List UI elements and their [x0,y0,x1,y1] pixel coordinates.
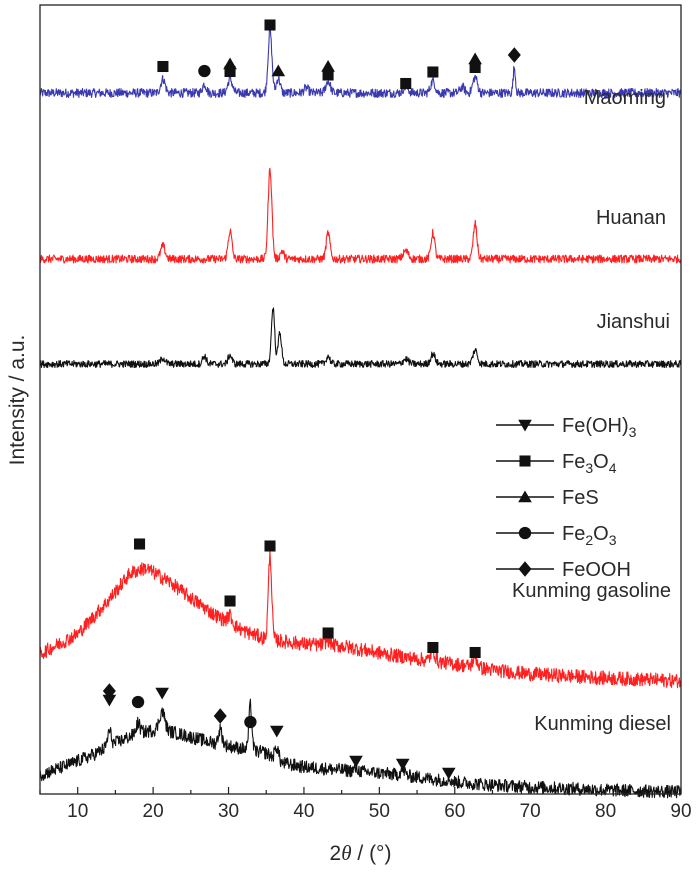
square-marker [427,641,439,654]
triangle-down-marker [395,758,410,771]
triangle-down-marker [518,419,532,432]
triangle-up-marker [468,52,482,65]
x-tick-label: 50 [369,801,390,822]
series-labels-group: Maoming Huanan Jianshui Kunming gasoline Kun… [512,87,671,735]
trace-huanan [39,167,682,264]
square-marker [519,455,531,467]
square-marker [427,66,439,78]
x-label-post: / (°) [352,842,392,865]
x-label-pre: 2 [330,842,342,865]
square-marker [469,646,481,659]
x-tick-label: 20 [143,801,164,822]
square-marker [264,540,276,552]
triangle-down-marker [155,687,169,700]
circle-marker [244,715,257,729]
legend-label: Fe(OH)3 [562,415,637,440]
square-marker [322,627,334,639]
diamond-marker [213,708,227,724]
x-tick-label: 10 [67,801,88,822]
series-label: Kunming gasoline [512,580,671,602]
diamond-marker [507,47,521,63]
legend-label: FeS [562,487,599,509]
legend-entry: Fe2O3 [496,523,617,548]
trace-kunming-gasoline [39,549,682,689]
legend-entry: Fe(OH)3 [496,415,637,440]
triangle-up-marker [321,60,335,72]
x-axis-label: 2θ / (°) [330,841,392,865]
square-marker [322,69,334,81]
legend-label: Fe3O4 [562,451,617,476]
x-tick-label: 80 [595,801,616,822]
triangle-down-marker [441,767,456,780]
legend-label: FeOOH [562,559,631,581]
series-label: Kunming diesel [534,713,671,735]
square-marker [400,77,412,90]
x-tick-label: 90 [670,801,691,822]
square-marker [264,19,276,31]
circle-marker [198,64,211,78]
series-label: Jianshui [597,311,670,333]
triangle-up-marker [518,490,532,503]
x-label-theta: θ [341,841,351,865]
square-marker [134,538,146,550]
triangle-down-marker [269,725,284,738]
trace-kunming-diesel [39,698,682,799]
legend-entry: Fe3O4 [496,451,617,476]
traces-group [39,27,682,799]
series-label: Maoming [584,87,666,109]
trace-jianshui [39,307,682,369]
diamond-marker [518,561,532,577]
x-axis: 10 20 30 40 50 60 70 80 90 [39,787,692,822]
x-tick-label: 40 [293,801,314,822]
square-marker [224,595,236,607]
diamond-marker [102,683,116,699]
circle-marker [518,526,532,540]
series-label: Huanan [596,207,666,229]
triangle-up-marker [271,64,286,77]
square-marker [469,61,481,74]
trace-maoming [39,27,682,99]
x-tick-label: 70 [520,801,541,822]
square-marker [224,65,236,78]
triangle-down-marker [102,694,117,707]
triangle-down-marker [349,755,363,768]
x-tick-label: 30 [218,801,239,822]
legend: Fe(OH)3 Fe3O4 FeS Fe2O3 FeOOH [496,415,637,581]
legend-label: Fe2O3 [562,523,617,548]
plot-frame [39,4,682,795]
y-axis-label: Intensity / a.u. [6,335,29,466]
markers-group [102,19,521,780]
legend-entry: FeS [496,487,599,509]
square-marker [157,60,169,73]
circle-marker [131,695,145,709]
legend-entry: FeOOH [496,559,631,581]
x-tick-label: 60 [444,801,465,822]
